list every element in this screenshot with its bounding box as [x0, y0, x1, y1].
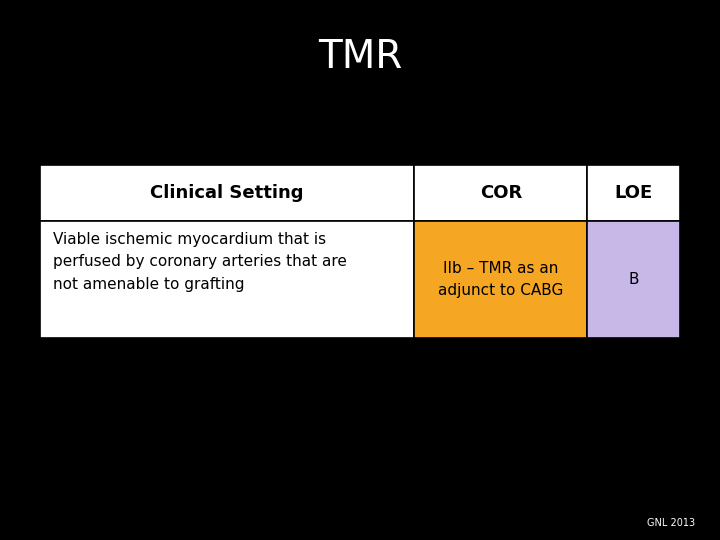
FancyBboxPatch shape — [588, 221, 680, 338]
FancyBboxPatch shape — [415, 221, 588, 338]
FancyBboxPatch shape — [415, 165, 588, 221]
Text: Clinical Setting: Clinical Setting — [150, 184, 304, 202]
Text: GNL 2013: GNL 2013 — [647, 518, 695, 528]
Text: Viable ischemic myocardium that is
perfused by coronary arteries that are
not am: Viable ischemic myocardium that is perfu… — [53, 232, 346, 292]
Text: IIb – TMR as an
adjunct to CABG: IIb – TMR as an adjunct to CABG — [438, 261, 564, 298]
Text: TMR: TMR — [318, 38, 402, 76]
Text: B: B — [629, 272, 639, 287]
Text: COR: COR — [480, 184, 522, 202]
Text: LOE: LOE — [615, 184, 653, 202]
FancyBboxPatch shape — [588, 165, 680, 221]
FancyBboxPatch shape — [40, 165, 415, 221]
FancyBboxPatch shape — [40, 221, 415, 338]
